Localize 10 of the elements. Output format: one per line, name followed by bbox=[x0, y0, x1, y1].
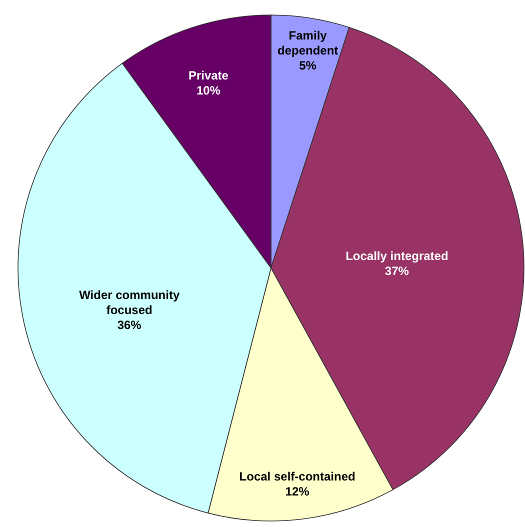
slice-label: Local self-contained bbox=[239, 469, 356, 484]
data-label: 37% bbox=[384, 264, 410, 278]
data-label: 36% bbox=[117, 318, 142, 332]
data-label: 12% bbox=[285, 484, 310, 498]
data-label: 5% bbox=[299, 58, 317, 73]
slice-label: Private bbox=[188, 68, 229, 83]
slice-label: Family dependent bbox=[277, 28, 338, 58]
slice-label: Wider community focused bbox=[79, 288, 180, 318]
slice-label: Locally integrated bbox=[346, 249, 448, 264]
data-label: 10% bbox=[196, 84, 221, 98]
